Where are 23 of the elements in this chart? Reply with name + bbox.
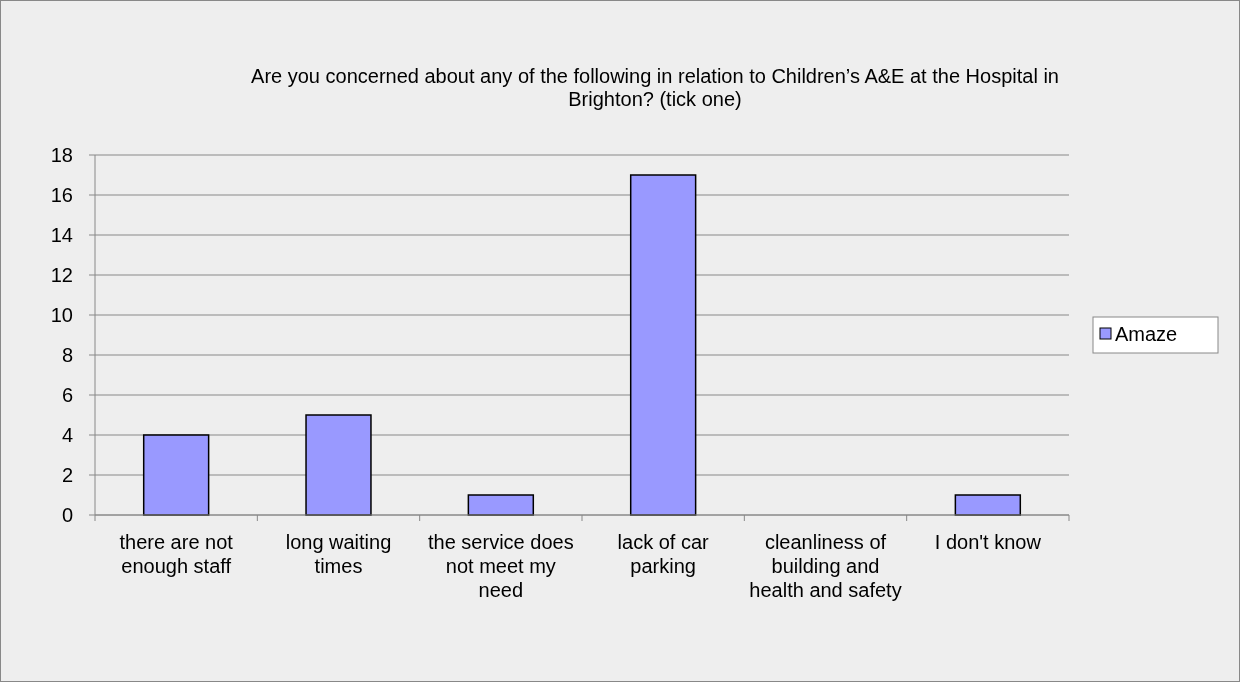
bar [305,414,372,516]
x-tick-label: cleanliness of building and health and safety [749,531,902,601]
y-tick-label: 8 [61,344,73,366]
bar [954,494,1022,516]
chart-title: Are you concerned about any of the following in relation to Children’s A&E at the Hospital in Brighton? (tick one) [251,65,1059,110]
y-tick-label: 18 [50,144,73,166]
x-tick-label: I don't know [934,531,1042,553]
y-tick-label: 16 [50,184,73,206]
y-tick-label: 4 [61,424,73,446]
y-tick-label: 0 [61,504,73,526]
y-tick-label: 14 [50,224,73,246]
x-tick-label: lack of car parking [617,531,710,577]
bar [629,174,697,516]
bar [467,494,535,516]
x-tick-label: the service does not meet my need [428,531,574,601]
x-tick-label: there are not enough staff [119,531,234,577]
x-tick-label: long waiting times [285,531,392,577]
y-tick-label: 10 [50,304,73,326]
y-tick-label: 12 [50,264,73,286]
legend-label: Amaze [1115,323,1178,345]
y-tick-label: 6 [61,384,73,406]
bar [142,434,210,516]
y-tick-label: 2 [61,464,73,486]
